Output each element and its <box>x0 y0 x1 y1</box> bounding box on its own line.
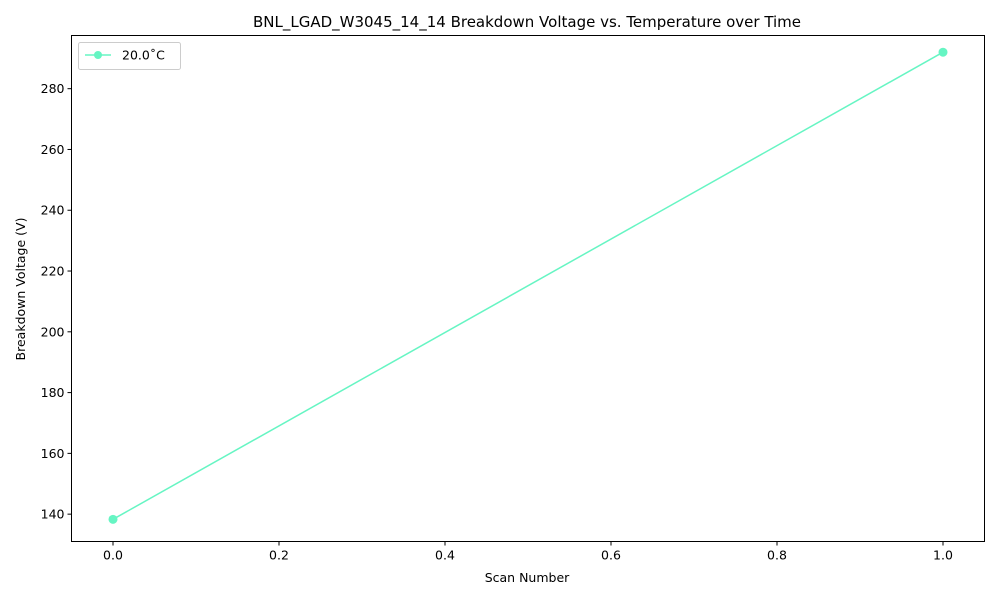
y-tick-label: 240 <box>41 203 65 218</box>
x-tick-label: 0.2 <box>269 548 289 563</box>
x-axis-label: Scan Number <box>485 570 570 585</box>
series-layer <box>108 47 948 524</box>
x-tick-label: 0.6 <box>601 548 621 563</box>
y-tick-label: 220 <box>41 264 65 279</box>
y-tick-label: 280 <box>41 81 65 96</box>
y-tick-label: 140 <box>41 507 65 522</box>
x-tick-label: 0.4 <box>435 548 455 563</box>
legend: 20.0˚C <box>78 42 181 70</box>
x-axis-ticks: 0.0 0.2 0.4 0.6 0.8 1.0 <box>103 541 953 563</box>
data-point <box>938 47 948 57</box>
legend-marker-swatch <box>94 51 102 59</box>
x-tick-label: 0.8 <box>767 548 787 563</box>
y-tick-label: 200 <box>41 324 65 339</box>
x-tick-label: 0.0 <box>103 548 123 563</box>
legend-entry-label: 20.0˚C <box>122 48 165 63</box>
y-axis-ticks: 140 160 180 200 220 240 260 280 <box>41 81 72 522</box>
series-line <box>112 51 944 520</box>
y-tick-label: 260 <box>41 142 65 157</box>
plot-frame <box>71 35 985 542</box>
data-point <box>108 514 118 524</box>
y-tick-label: 160 <box>41 446 65 461</box>
legend-box <box>78 42 181 70</box>
x-tick-label: 1.0 <box>933 548 953 563</box>
y-tick-label: 180 <box>41 385 65 400</box>
chart-title: BNL_LGAD_W3045_14_14 Breakdown Voltage v… <box>253 13 801 32</box>
y-axis-label: Breakdown Voltage (V) <box>13 218 28 361</box>
